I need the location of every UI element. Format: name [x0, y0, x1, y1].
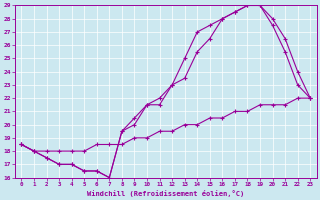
- X-axis label: Windchill (Refroidissement éolien,°C): Windchill (Refroidissement éolien,°C): [87, 190, 244, 197]
